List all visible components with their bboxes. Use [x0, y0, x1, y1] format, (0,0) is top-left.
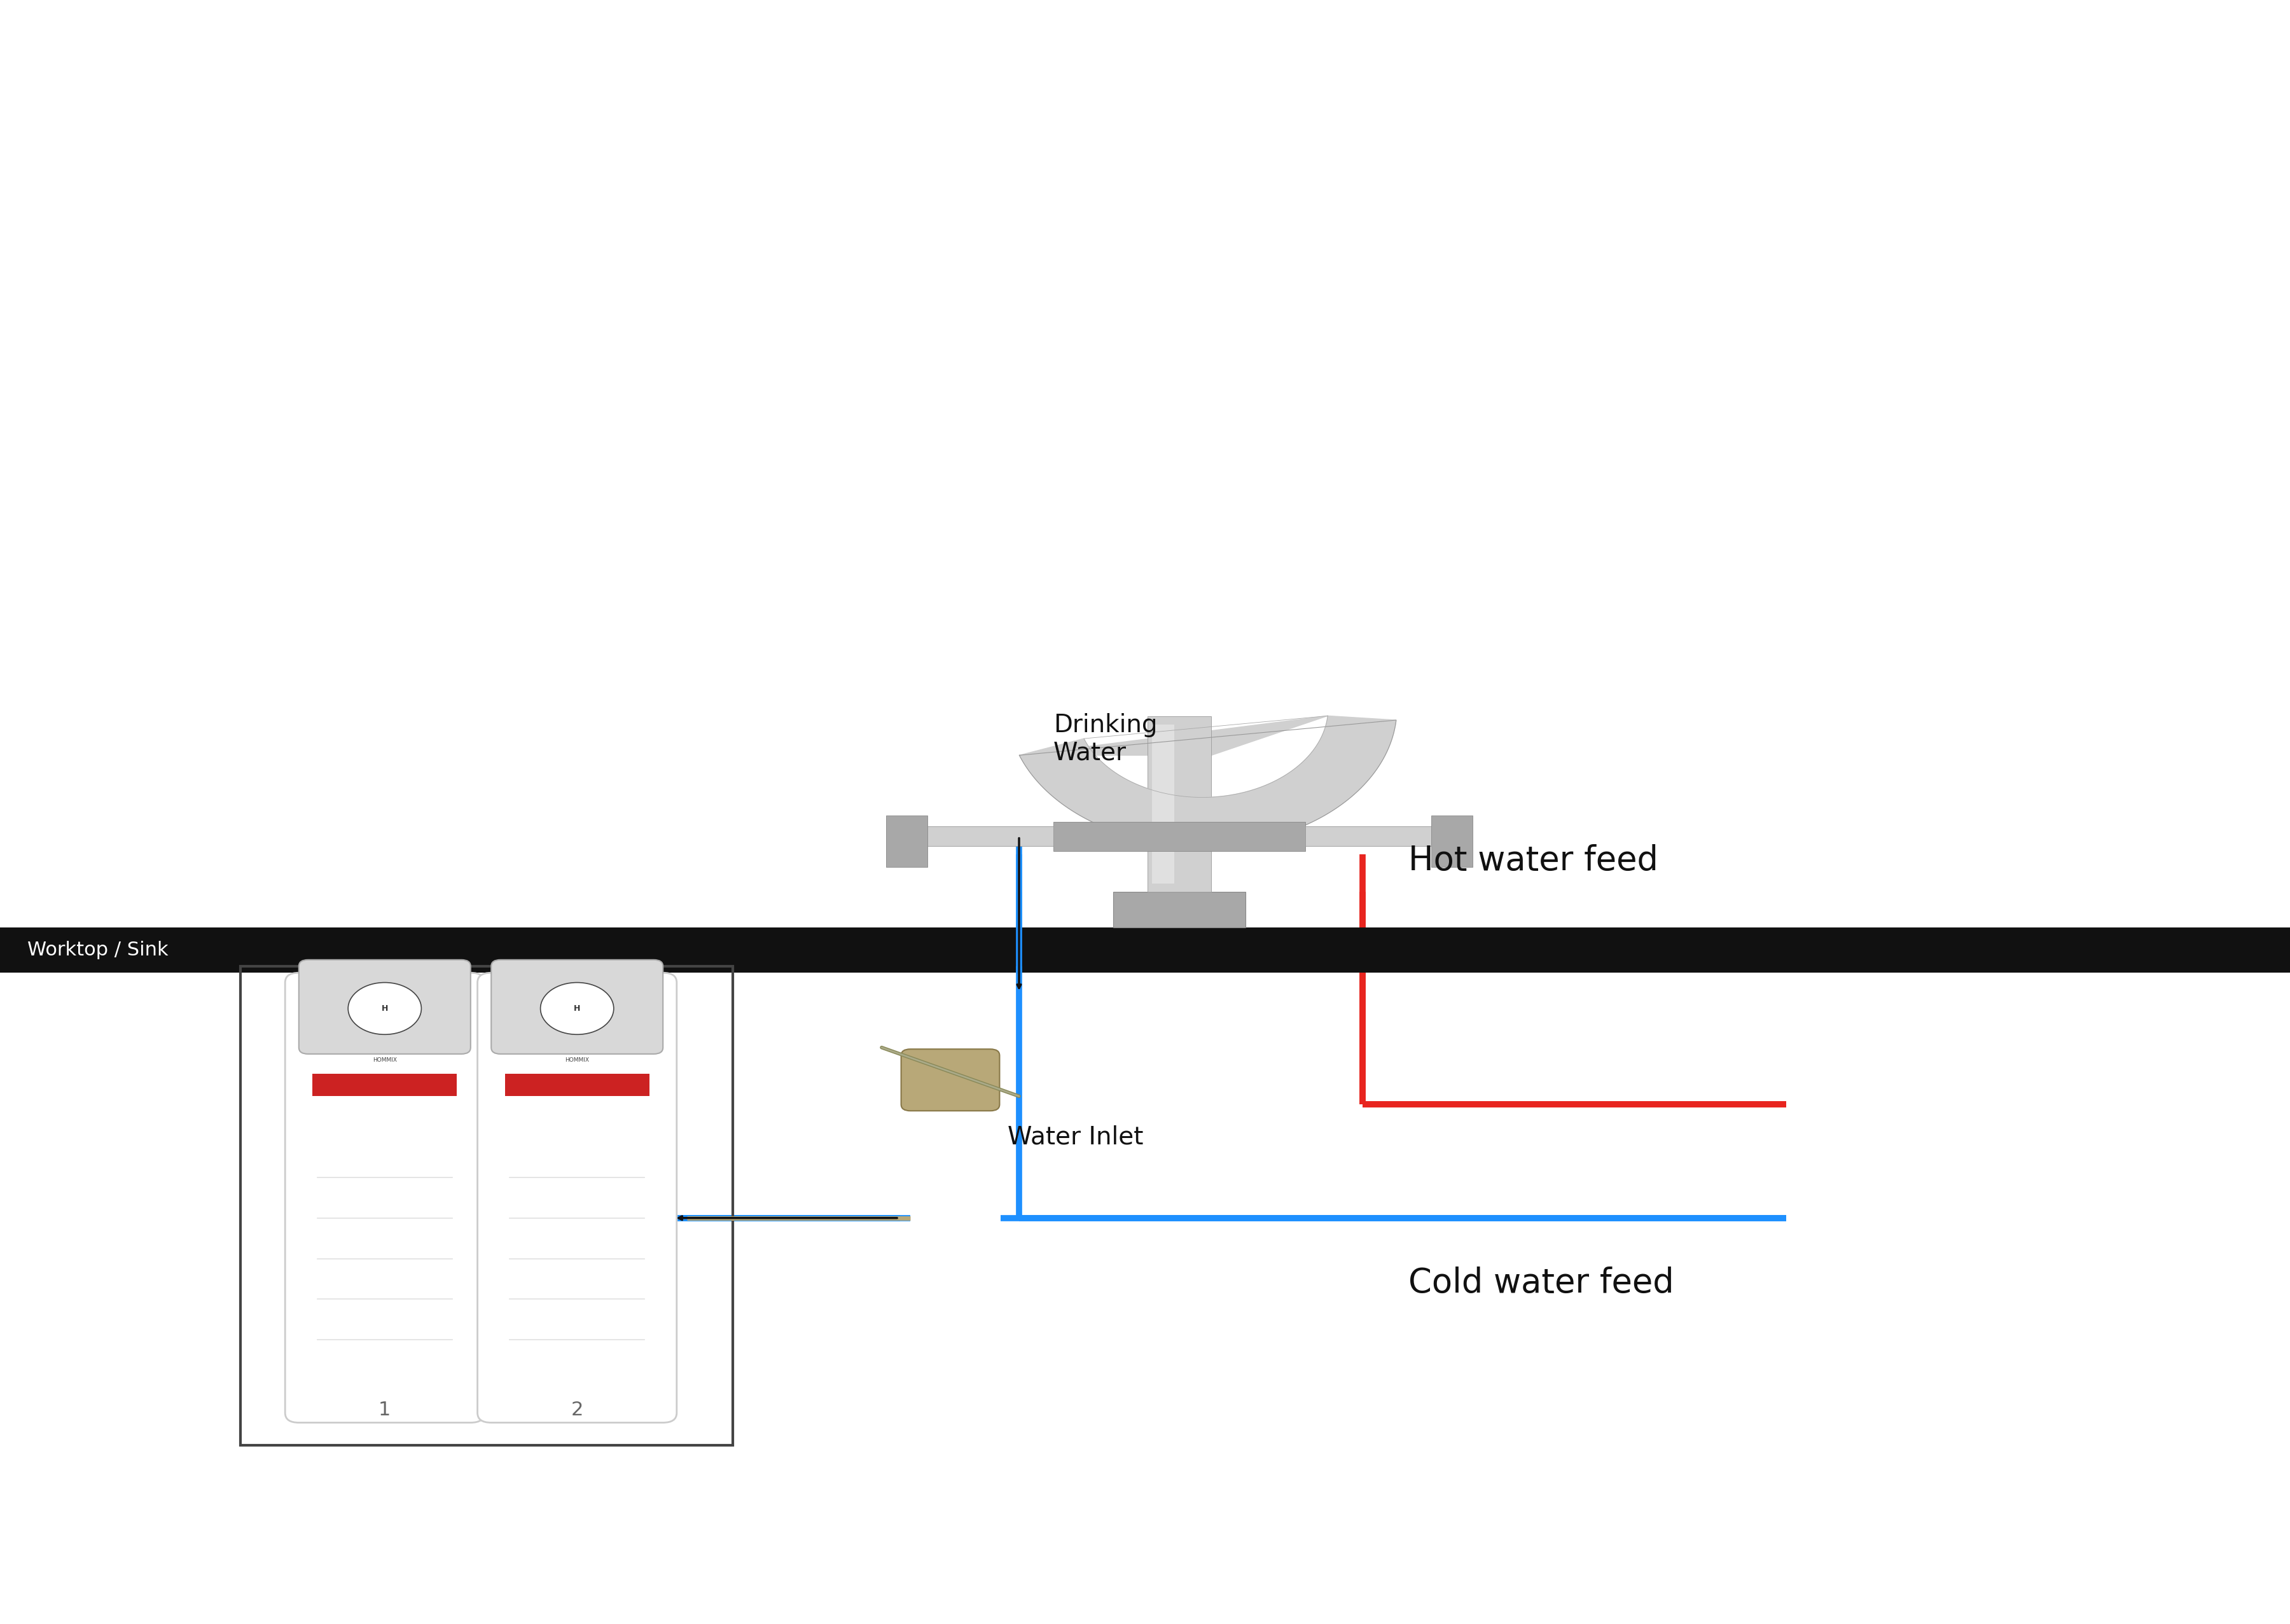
FancyBboxPatch shape: [284, 973, 485, 1423]
FancyBboxPatch shape: [479, 973, 678, 1423]
Bar: [311, 1073, 458, 1096]
Circle shape: [348, 983, 421, 1034]
Bar: [1431, 815, 1472, 867]
Text: 2: 2: [570, 1400, 584, 1419]
Bar: [1152, 724, 1175, 883]
Bar: [240, 966, 733, 1445]
Text: HOMMIX: HOMMIX: [566, 1057, 589, 1064]
Bar: [1113, 892, 1246, 927]
Polygon shape: [1019, 716, 1328, 755]
Text: Hot water feed: Hot water feed: [1408, 844, 1658, 877]
Text: Drinking
Water: Drinking Water: [1053, 713, 1156, 765]
Text: H: H: [575, 1004, 579, 1013]
Circle shape: [540, 983, 614, 1034]
FancyBboxPatch shape: [490, 960, 662, 1054]
Bar: [905, 827, 1053, 846]
Bar: [1305, 827, 1454, 846]
Bar: [0, 927, 2290, 973]
Bar: [886, 815, 927, 867]
Text: Worktop / Sink: Worktop / Sink: [27, 940, 169, 960]
Polygon shape: [1019, 716, 1397, 846]
FancyBboxPatch shape: [900, 1049, 998, 1111]
Bar: [1053, 822, 1305, 851]
Text: Water Inlet: Water Inlet: [1008, 1125, 1143, 1148]
Bar: [1147, 716, 1211, 892]
Text: HOMMIX: HOMMIX: [373, 1057, 396, 1064]
Text: Cold water feed: Cold water feed: [1408, 1267, 1674, 1299]
Text: H: H: [382, 1004, 387, 1013]
Bar: [504, 1073, 650, 1096]
FancyBboxPatch shape: [298, 960, 472, 1054]
Text: 1: 1: [378, 1400, 392, 1419]
